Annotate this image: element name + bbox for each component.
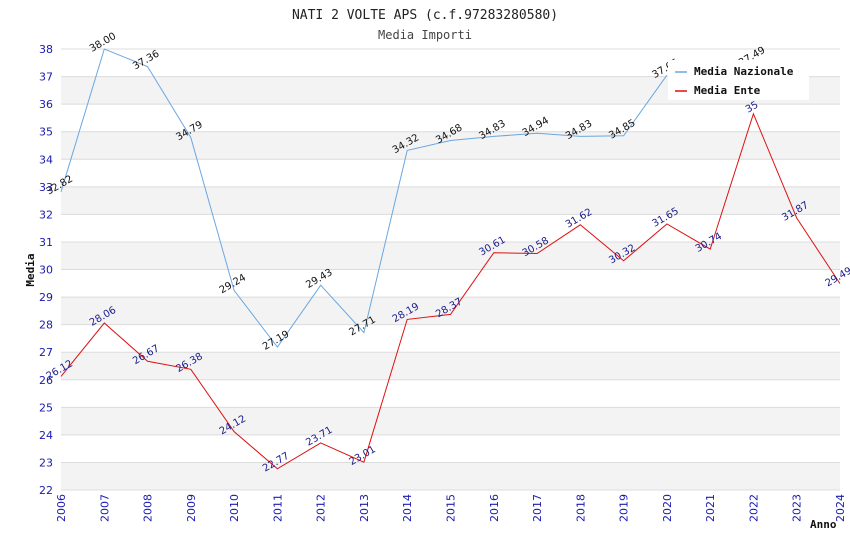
y-tick-label: 22 bbox=[39, 484, 53, 497]
x-tick-label: 2017 bbox=[531, 494, 544, 522]
y-tick-label: 24 bbox=[39, 429, 53, 442]
y-tick-label: 27 bbox=[39, 346, 53, 359]
y-tick-label: 34 bbox=[39, 153, 53, 166]
plot-band bbox=[61, 241, 840, 270]
y-tick-labels: 22 23 24 25 26 27 28 29 30 31 32 33 34 35 36 37 38 bbox=[39, 43, 53, 497]
y-tick-label: 23 bbox=[39, 456, 53, 469]
plot-band bbox=[61, 186, 840, 215]
y-tick-label: 33 bbox=[39, 181, 53, 194]
chart-title: NATI 2 VOLTE APS (c.f.97283280580) bbox=[292, 8, 558, 23]
x-tick-label: 2023 bbox=[791, 494, 804, 522]
plot-band bbox=[61, 131, 840, 160]
x-tick-label: 2019 bbox=[618, 494, 631, 522]
legend-box bbox=[668, 60, 809, 100]
x-tick-label: 2024 bbox=[834, 494, 847, 522]
plot-bands bbox=[61, 49, 840, 490]
x-tick-label: 2010 bbox=[228, 494, 241, 522]
series-lines bbox=[60, 48, 841, 470]
x-tick-label: 2022 bbox=[747, 494, 760, 522]
x-tick-label: 2007 bbox=[98, 494, 111, 522]
legend-label-nazionale: Media Nazionale bbox=[694, 65, 794, 78]
gridlines bbox=[61, 48, 840, 491]
x-tick-label: 2011 bbox=[271, 494, 284, 522]
x-tick-label: 2008 bbox=[142, 494, 155, 522]
x-tick-label: 2016 bbox=[488, 494, 501, 522]
x-tick-label: 2018 bbox=[574, 494, 587, 522]
y-tick-label: 28 bbox=[39, 319, 53, 332]
y-axis-label: Media bbox=[24, 253, 37, 286]
x-tick-label: 2006 bbox=[55, 494, 68, 522]
x-tick-label: 2015 bbox=[445, 494, 458, 522]
plot-band bbox=[61, 269, 840, 298]
y-tick-label: 31 bbox=[39, 236, 53, 249]
data-label: 35 bbox=[744, 100, 761, 116]
plot-band bbox=[61, 214, 840, 242]
plot-band bbox=[61, 434, 840, 463]
x-tick-label: 2012 bbox=[315, 494, 328, 522]
y-tick-label: 25 bbox=[39, 401, 53, 414]
y-tick-label: 30 bbox=[39, 264, 53, 277]
plot-band bbox=[61, 407, 840, 435]
series-line bbox=[60, 112, 841, 470]
plot-band bbox=[61, 297, 840, 325]
y-tick-label: 32 bbox=[39, 208, 53, 221]
x-tick-label: 2021 bbox=[704, 494, 717, 522]
y-tick-label: 26 bbox=[39, 374, 53, 387]
x-tick-label: 2020 bbox=[661, 494, 674, 522]
plot-band bbox=[61, 324, 840, 353]
x-tick-labels: 2006 2007 2008 2009 2010 2011 2012 2013 2014 2015… bbox=[55, 494, 847, 522]
x-axis-label: Anno bbox=[810, 518, 837, 531]
plot-band bbox=[61, 462, 840, 490]
plot-band bbox=[61, 379, 840, 408]
legend: Media Nazionale Media Ente bbox=[668, 60, 809, 100]
x-tick-label: 2009 bbox=[185, 494, 198, 522]
y-tick-label: 29 bbox=[39, 291, 53, 304]
x-tick-label: 2014 bbox=[401, 494, 414, 522]
chart-subtitle: Media Importi bbox=[378, 28, 472, 42]
y-tick-label: 38 bbox=[39, 43, 53, 56]
series-line bbox=[60, 48, 668, 348]
plot-band bbox=[61, 159, 840, 187]
x-tick-label: 2013 bbox=[358, 494, 371, 522]
y-tick-label: 36 bbox=[39, 98, 53, 111]
legend-label-ente: Media Ente bbox=[694, 84, 761, 97]
y-tick-label: 37 bbox=[39, 71, 53, 84]
plot-band bbox=[61, 104, 840, 132]
y-tick-label: 35 bbox=[39, 126, 53, 139]
plot-band bbox=[61, 352, 840, 380]
